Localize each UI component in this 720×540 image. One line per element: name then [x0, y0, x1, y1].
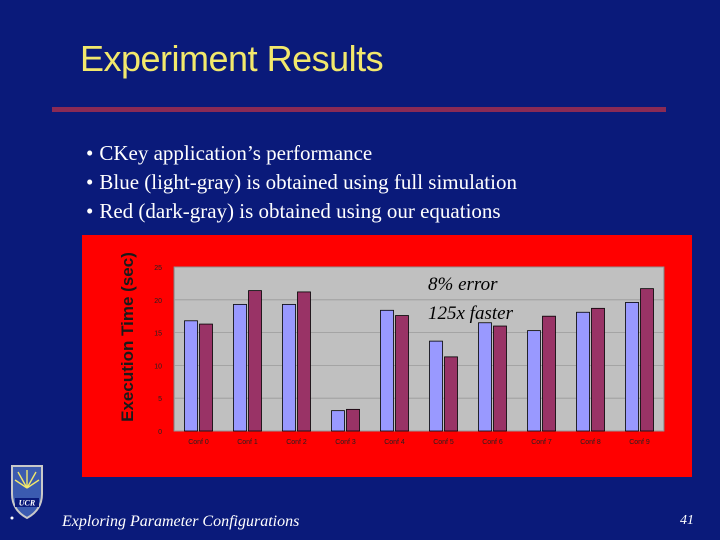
bullet-item: • Blue (light-gray) is obtained using ful…	[86, 170, 517, 194]
simulation-bar	[429, 340, 443, 432]
title-divider	[52, 107, 666, 112]
equation-bar	[591, 307, 605, 432]
simulation-bar	[282, 303, 296, 432]
equation-bar	[493, 325, 507, 432]
y-axis-label: Execution Time (sec)	[118, 252, 137, 422]
annotation-error: 8% error	[428, 274, 498, 295]
simulation-bar	[233, 303, 247, 432]
x-tick-label: Conf 5	[433, 439, 454, 446]
simulation-bar	[576, 311, 590, 432]
page-number: 41	[680, 513, 694, 528]
x-tick-label: Conf 2	[286, 439, 307, 446]
equation-bar	[395, 315, 409, 432]
x-tick-label: Conf 3	[335, 439, 356, 446]
x-tick-label: Conf 8	[580, 439, 601, 446]
y-tick-label: 10	[154, 363, 162, 370]
bullet-text: CKey application’s performance	[99, 141, 373, 165]
x-tick-label: Conf 4	[384, 439, 405, 446]
equation-bar	[248, 290, 262, 432]
y-tick-label: 20	[154, 298, 162, 305]
bullet-text: Red (dark-gray) is obtained using our eq…	[99, 199, 501, 223]
simulation-bar	[184, 320, 198, 432]
bullet-text: Blue (light-gray) is obtained using full…	[99, 170, 517, 194]
x-tick-label: Conf 6	[482, 439, 503, 446]
y-tick-label: 15	[154, 331, 162, 338]
plot-area	[173, 266, 665, 432]
annotation-speedup: 125x faster	[428, 303, 514, 324]
bar-chart: 0 5 10 15 20 25 Execution Time (sec) Conf 0 Conf…	[82, 235, 692, 477]
equation-bar	[199, 323, 213, 432]
y-tick-label: 5	[158, 396, 162, 403]
y-tick-label: 0	[158, 429, 162, 436]
simulation-bar	[331, 410, 345, 432]
svg-text:UCR: UCR	[19, 499, 36, 508]
equation-bar	[297, 291, 311, 432]
simulation-bar	[527, 330, 541, 432]
simulation-bar	[380, 309, 394, 432]
equation-bar	[346, 408, 360, 432]
x-tick-label: Conf 0	[188, 439, 209, 446]
university-logo: UCR	[6, 458, 48, 522]
y-tick-label: 25	[154, 265, 162, 272]
x-tick-label: Conf 9	[629, 439, 650, 446]
x-tick-label: Conf 7	[531, 439, 552, 446]
x-tick-label: Conf 1	[237, 439, 258, 446]
footer-text: Exploring Parameter Configurations	[62, 513, 300, 530]
equation-bar	[444, 356, 458, 432]
bullet-item: • CKey application’s performance	[86, 141, 373, 165]
ucr-shield-logo-icon: UCR	[6, 458, 48, 522]
simulation-bar	[478, 322, 492, 432]
chart-container: 0 5 10 15 20 25 Execution Time (sec) Conf 0 Conf…	[82, 235, 692, 477]
simulation-bar	[625, 302, 639, 432]
equation-bar	[640, 288, 654, 432]
equation-bar	[542, 315, 556, 432]
slide-title: Experiment Results	[80, 38, 384, 79]
bullet-list: • CKey application’s performance • Blue (l…	[86, 139, 517, 226]
bullet-item: • Red (dark-gray) is obtained using our e…	[86, 199, 501, 223]
